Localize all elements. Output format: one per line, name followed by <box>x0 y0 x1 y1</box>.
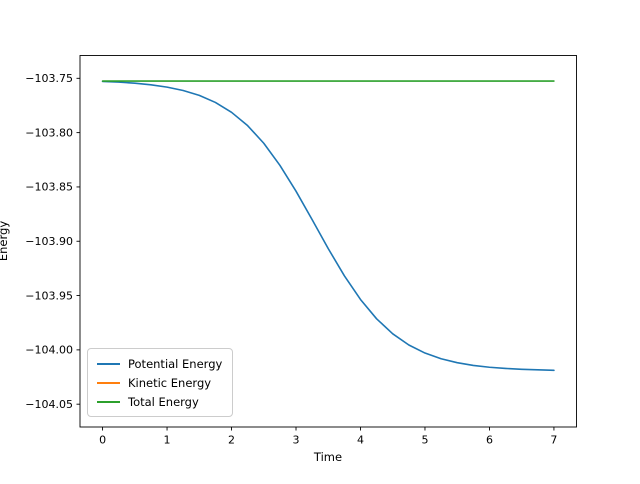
x-tick-label: 1 <box>164 434 171 447</box>
y-axis-label: Energy <box>0 221 10 261</box>
data-series <box>101 80 555 372</box>
legend-line-swatch-total <box>97 400 120 403</box>
y-tick-label: −103.90 <box>25 235 73 248</box>
x-tick-label: 2 <box>228 434 235 447</box>
x-tick-label: 3 <box>293 434 300 447</box>
x-tick-label: 0 <box>99 434 106 447</box>
x-tick-label: 7 <box>550 434 557 447</box>
axis-ticks: 0 1 2 3 4 5 6 7 −103.75 −103.80 −103.85 −103.90 −103… <box>25 72 557 446</box>
legend-item: Kinetic Energy <box>97 373 222 392</box>
legend-label: Kinetic Energy <box>128 375 212 390</box>
legend-item: Potential Energy <box>97 354 222 373</box>
legend: Potential Energy Kinetic Energy Total En… <box>87 348 234 417</box>
legend-line-swatch-kinetic <box>97 381 120 384</box>
x-tick-label: 4 <box>357 434 364 447</box>
series-line-potential-energy <box>101 80 555 372</box>
legend-item: Total Energy <box>97 392 222 411</box>
y-tick-label: −103.95 <box>25 289 73 302</box>
y-tick-label: −104.00 <box>25 344 73 357</box>
x-tick-label: 6 <box>486 434 493 447</box>
legend-line-swatch-potential <box>97 362 120 365</box>
x-axis-label: Time <box>313 450 342 464</box>
y-tick-label: −103.75 <box>25 72 73 85</box>
y-tick-label: −103.80 <box>25 126 73 139</box>
y-tick-label: −104.05 <box>25 398 73 411</box>
x-tick-label: 5 <box>421 434 428 447</box>
legend-label: Total Energy <box>128 394 199 409</box>
y-tick-label: −103.85 <box>25 181 73 194</box>
legend-label: Potential Energy <box>128 356 223 371</box>
